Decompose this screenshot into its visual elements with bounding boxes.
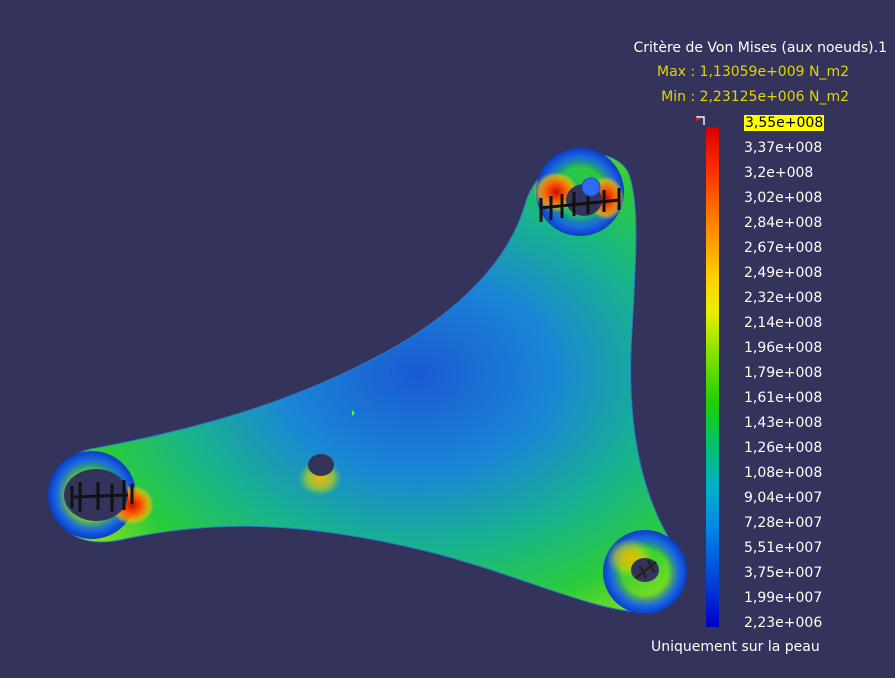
colorbar-tick: 2,32e+008 — [744, 290, 823, 306]
colorbar-tick: 3,2e+008 — [744, 165, 814, 181]
colorbar-tick: 1,96e+008 — [744, 340, 823, 356]
load-point-icon[interactable] — [581, 177, 601, 197]
legend-title: Critère de Von Mises (aux noeuds).1 — [633, 40, 887, 56]
colorbar-tick: 3,55e+008 — [744, 115, 825, 131]
colorbar-tick: 3,37e+008 — [744, 140, 823, 156]
clamp-icon — [539, 188, 621, 222]
legend-max-value: Max : 1,13059e+009 N_m2 — [657, 64, 849, 80]
bracket-body — [51, 153, 683, 613]
colorbar-marker-icon[interactable] — [694, 115, 712, 127]
legend-min-value: Min : 2,23125e+006 N_m2 — [661, 89, 849, 105]
hole-middle — [308, 454, 334, 476]
colorbar-ticks: 3,55e+008 3,37e+008 3,2e+008 3,02e+008 2… — [744, 112, 825, 637]
colorbar-tick: 3,75e+007 — [744, 565, 823, 581]
colorbar-tick: 5,51e+007 — [744, 540, 823, 556]
colorbar-tick: 1,43e+008 — [744, 415, 823, 431]
colorbar-tick: 1,61e+008 — [744, 390, 823, 406]
clamp-icon — [635, 559, 657, 579]
colorbar[interactable] — [706, 127, 719, 627]
colorbar-tick: 7,28e+007 — [744, 515, 823, 531]
mesh-marker-icon — [352, 410, 355, 416]
colorbar-tick: 2,49e+008 — [744, 265, 823, 281]
clamp-icon — [70, 480, 134, 512]
colorbar-tick: 1,08e+008 — [744, 465, 823, 481]
colorbar-tick: 1,26e+008 — [744, 440, 823, 456]
colorbar-tick: 9,04e+007 — [744, 490, 823, 506]
colorbar-tick: 2,23e+006 — [744, 615, 823, 631]
colorbar-tick: 2,67e+008 — [744, 240, 823, 256]
colorbar-tick: 3,02e+008 — [744, 190, 823, 206]
colorbar-tick: 2,14e+008 — [744, 315, 823, 331]
colorbar-tick: 2,84e+008 — [744, 215, 823, 231]
colorbar-tick: 1,79e+008 — [744, 365, 823, 381]
colorbar-tick: 1,99e+007 — [744, 590, 823, 606]
legend-footer: Uniquement sur la peau — [651, 639, 820, 655]
